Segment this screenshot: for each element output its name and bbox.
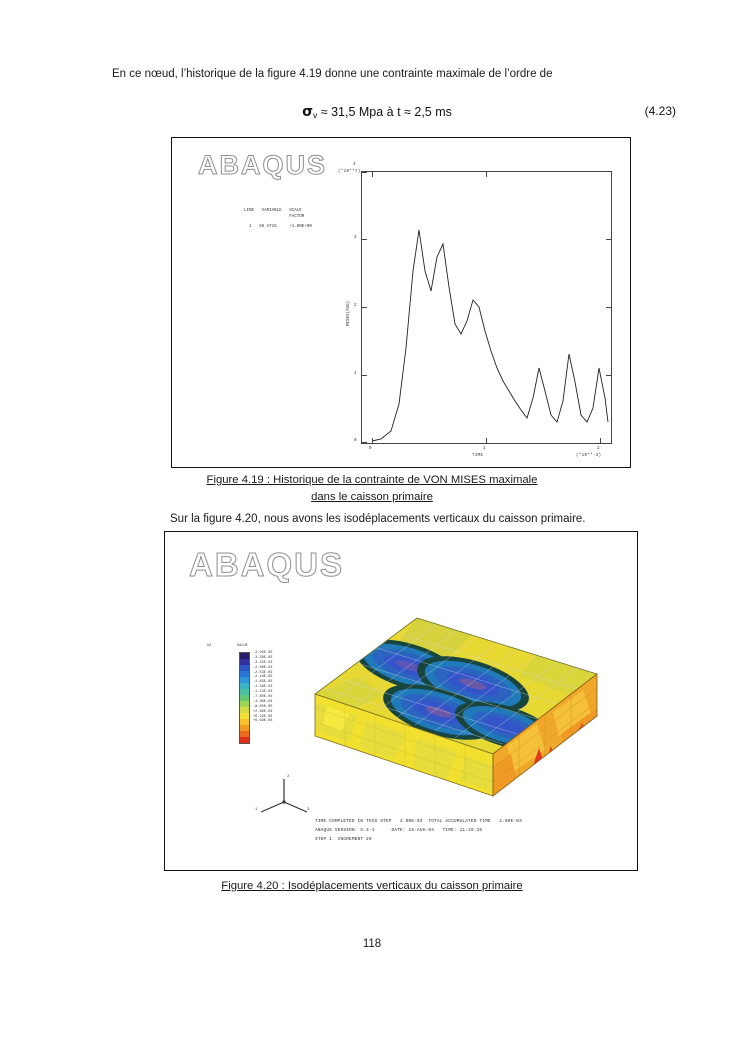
x-axis-exponent: (*10**-3) (576, 454, 602, 458)
colorbar-header-value: VALUE (237, 644, 248, 648)
y-tick (362, 239, 367, 240)
abaqus-logo: ABAQUS (188, 546, 345, 584)
y-tick (362, 375, 367, 376)
colorbar-band-12 (240, 725, 249, 731)
colorbar-band-9 (240, 707, 249, 713)
figure-4-19: ABAQUS LINE VARIABLE SCALE FACTOR 1 S6 A… (171, 137, 631, 468)
y-axis-tick-label: 1 (354, 372, 357, 376)
x-axis-tick-label: 2 (597, 447, 600, 451)
figure-4-19-caption: Figure 4.19 : Historique de la contraint… (122, 472, 622, 506)
colorbar-band-1 (240, 659, 249, 665)
y-tick (362, 307, 367, 308)
y-tick-right (606, 375, 611, 376)
colorbar-band-13 (240, 731, 249, 737)
x-axis-tick-label: 0 (369, 447, 372, 451)
sigma-subscript: v (313, 110, 318, 120)
y-tick (362, 442, 367, 443)
colorbar-band-5 (240, 683, 249, 689)
paragraph-intro-text: En ce nœud, l’historique de la figure 4.… (112, 68, 553, 80)
colorbar-labels: -3.93E-03 -3.58E-03 -3.23E-03 -2.88E-03 … (253, 651, 273, 724)
equation-number: (4.23) (644, 104, 676, 118)
sigma-symbol: σ (302, 104, 314, 120)
colorbar-band-4 (240, 677, 249, 683)
legend-header-1: LINE VARIABLE SCALE (244, 209, 302, 213)
caption-text: Figure 4.20 : Isodéplacements verticaux … (221, 880, 523, 892)
y-tick-right (606, 239, 611, 240)
triad-label-y: 2 (287, 775, 290, 779)
paragraph-intro: En ce nœud, l’historique de la figure 4.… (78, 66, 676, 83)
colorbar-header-variable: U2 (207, 644, 212, 648)
x-axis-title: TIME (472, 454, 484, 458)
x-tick-top (372, 172, 373, 177)
y-tick (362, 172, 367, 173)
equation-text: ≈ 31,5 Mpa à t ≈ 2,5 ms (320, 105, 452, 119)
colorbar-band-14 (240, 737, 249, 743)
legend-row-1: 1 S6 AT16 +1.00E+00 (244, 225, 312, 229)
colorbar-band-6 (240, 689, 249, 695)
y-tick-right (606, 307, 611, 308)
colorbar-band-8 (240, 701, 249, 707)
paragraph-figure-intro: Sur la figure 4.20, nous avons les isodé… (170, 511, 690, 528)
caption-line-1: Figure 4.19 : Historique de la contraint… (206, 474, 538, 486)
abaqus-footer-line-3: STEP 1 INCREMENT 20 (315, 837, 372, 842)
colorbar-band-7 (240, 695, 249, 701)
x-tick (486, 438, 487, 443)
y-axis-top-value: 4 (353, 163, 356, 167)
plot-legend: LINE VARIABLE SCALE (244, 208, 302, 214)
x-axis-tick-label: 1 (483, 447, 486, 451)
triad-label-z: 3 (307, 808, 310, 812)
contour-colorbar (239, 652, 250, 744)
y-axis-tick-label: 3 (354, 236, 357, 240)
abaqus-footer-line-2: ABAQUS VERSION: 5.3-1 DATE: 15-AUG-94 TI… (315, 828, 483, 833)
figure-4-20-caption: Figure 4.20 : Isodéplacements verticaux … (122, 878, 622, 895)
plot-legend-row: 1 S6 AT16 +1.00E+00 (244, 224, 312, 230)
paragraph-figure-intro-text: Sur la figure 4.20, nous avons les isodé… (170, 513, 586, 525)
x-tick (372, 438, 373, 443)
colorbar-band-2 (240, 665, 249, 671)
abaqus-logo: ABAQUS (197, 150, 328, 181)
y-axis-tick-label: 0 (354, 439, 357, 443)
page-number: 118 (362, 938, 382, 950)
plot-area (361, 171, 612, 444)
caption-line-2: dans le caisson primaire (311, 490, 433, 503)
y-axis-title: MISES(AVG) (347, 300, 351, 326)
y-axis-tick-label: 2 (354, 304, 357, 308)
colorbar-band-3 (240, 671, 249, 677)
colorbar-band-10 (240, 713, 249, 719)
x-tick (600, 438, 601, 443)
equation-body: σv ≈ 31,5 Mpa à t ≈ 2,5 ms (78, 104, 676, 120)
colorbar-band-11 (240, 719, 249, 725)
y-axis-exponent: (*10**7) (338, 170, 361, 174)
triad-label-x: 1 (255, 808, 258, 812)
abaqus-footer-line-1: TIME COMPLETED IN THIS STEP 2.00E-03 TOT… (315, 819, 522, 824)
legend-header-2: FACTOR (244, 215, 305, 219)
colorbar-band-0 (240, 653, 249, 659)
plot-legend-2: FACTOR (244, 214, 304, 220)
3d-contour-model (314, 617, 598, 797)
axis-triad-icon (260, 779, 308, 813)
figure-4-20: ABAQUS U2 VALUE -3.93E-03 -3.58E-03 -3.2… (164, 531, 638, 871)
plot-curve (371, 229, 609, 442)
x-tick-top (486, 172, 487, 177)
